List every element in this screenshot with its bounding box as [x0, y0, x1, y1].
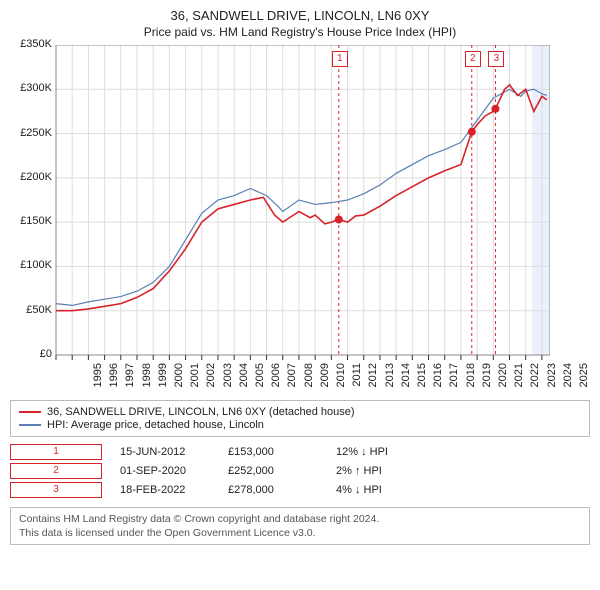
x-axis-label: 2003 — [222, 363, 234, 403]
footer-attribution: Contains HM Land Registry data © Crown c… — [10, 507, 590, 545]
y-axis-label: £0 — [40, 348, 52, 360]
page-title: 36, SANDWELL DRIVE, LINCOLN, LN6 0XY — [10, 8, 590, 23]
sale-marker-3: 3 — [488, 51, 504, 67]
legend-item: HPI: Average price, detached house, Linc… — [19, 419, 581, 431]
x-axis-label: 2010 — [335, 363, 347, 403]
x-axis-label: 2005 — [254, 363, 266, 403]
sale-marker-icon: 3 — [10, 482, 102, 498]
x-axis-label: 2001 — [189, 363, 201, 403]
y-axis-label: £250K — [20, 127, 52, 139]
sales-table: 1 15-JUN-2012 £153,000 12% ↓ HPI 2 01-SEP-202… — [10, 441, 590, 501]
x-axis-label: 1998 — [141, 363, 153, 403]
x-axis-label: 2006 — [270, 363, 282, 403]
x-axis-label: 2021 — [513, 363, 525, 403]
x-axis-label: 2025 — [578, 363, 590, 403]
x-axis-label: 2014 — [400, 363, 412, 403]
x-axis-label: 2022 — [529, 363, 541, 403]
x-axis-label: 2004 — [238, 363, 250, 403]
sale-row: 1 15-JUN-2012 £153,000 12% ↓ HPI — [10, 444, 590, 460]
x-axis-label: 2002 — [205, 363, 217, 403]
sale-price: £278,000 — [228, 484, 318, 496]
legend-swatch — [19, 411, 41, 413]
sale-price: £252,000 — [228, 465, 318, 477]
x-axis-label: 2020 — [497, 363, 509, 403]
sale-date: 01-SEP-2020 — [120, 465, 210, 477]
sale-row: 3 18-FEB-2022 £278,000 4% ↓ HPI — [10, 482, 590, 498]
sale-date: 15-JUN-2012 — [120, 446, 210, 458]
x-axis-label: 2011 — [351, 363, 363, 403]
sale-marker-icon: 2 — [10, 463, 102, 479]
x-axis-label: 2017 — [448, 363, 460, 403]
y-axis-label: £350K — [20, 38, 52, 50]
x-axis-label: 2009 — [319, 363, 331, 403]
x-axis-label: 1999 — [157, 363, 169, 403]
sale-marker-2: 2 — [465, 51, 481, 67]
legend-label: HPI: Average price, detached house, Linc… — [47, 419, 264, 431]
legend-label: 36, SANDWELL DRIVE, LINCOLN, LN6 0XY (de… — [47, 406, 355, 418]
x-axis-label: 2016 — [432, 363, 444, 403]
sale-delta: 2% ↑ HPI — [336, 465, 426, 477]
x-axis-label: 2012 — [367, 363, 379, 403]
sale-marker-icon: 1 — [10, 444, 102, 460]
x-axis-label: 1996 — [108, 363, 120, 403]
y-axis-label: £100K — [20, 259, 52, 271]
y-axis-label: £300K — [20, 82, 52, 94]
footer-line-1: Contains HM Land Registry data © Crown c… — [19, 512, 581, 526]
x-axis-label: 2019 — [481, 363, 493, 403]
sale-price: £153,000 — [228, 446, 318, 458]
sale-row: 2 01-SEP-2020 £252,000 2% ↑ HPI — [10, 463, 590, 479]
sale-marker-1: 1 — [332, 51, 348, 67]
legend-item: 36, SANDWELL DRIVE, LINCOLN, LN6 0XY (de… — [19, 406, 581, 418]
x-axis-label: 1995 — [92, 363, 104, 403]
legend-swatch — [19, 424, 41, 426]
x-axis-label: 2008 — [303, 363, 315, 403]
x-axis-label: 2013 — [384, 363, 396, 403]
x-axis-label: 2018 — [465, 363, 477, 403]
footer-line-2: This data is licensed under the Open Gov… — [19, 526, 581, 540]
sale-delta: 4% ↓ HPI — [336, 484, 426, 496]
x-axis-label: 2023 — [546, 363, 558, 403]
x-axis-label: 2007 — [286, 363, 298, 403]
sale-date: 18-FEB-2022 — [120, 484, 210, 496]
page-subtitle: Price paid vs. HM Land Registry's House … — [10, 25, 590, 39]
x-axis-label: 1997 — [124, 363, 136, 403]
y-axis-label: £50K — [26, 304, 52, 316]
sale-delta: 12% ↓ HPI — [336, 446, 426, 458]
price-chart: £0£50K£100K£150K£200K£250K£300K£350K1995… — [10, 45, 550, 397]
x-axis-label: 2024 — [562, 363, 574, 403]
x-axis-label: 2015 — [416, 363, 428, 403]
y-axis-label: £150K — [20, 215, 52, 227]
legend-box: 36, SANDWELL DRIVE, LINCOLN, LN6 0XY (de… — [10, 400, 590, 437]
y-axis-label: £200K — [20, 171, 52, 183]
x-axis-label: 2000 — [173, 363, 185, 403]
